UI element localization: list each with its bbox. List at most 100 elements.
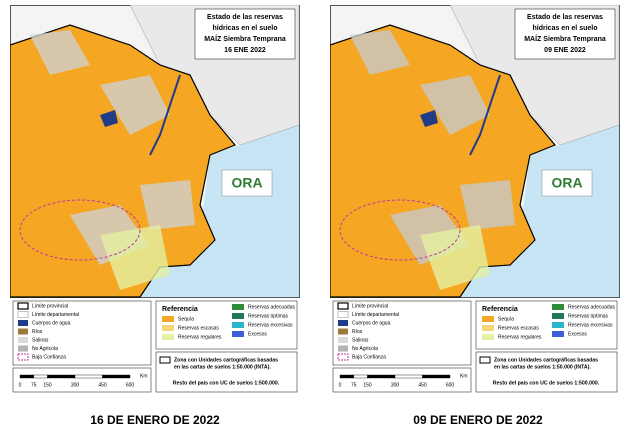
reference-swatch <box>552 331 564 337</box>
river <box>469 74 501 156</box>
legend-label: No Agrícola <box>352 346 378 352</box>
legend-swatch <box>337 353 349 361</box>
legend-swatch <box>17 353 29 361</box>
water-body <box>100 110 118 127</box>
scale-segment <box>367 374 396 379</box>
reference-box <box>155 300 298 350</box>
scale-segment <box>339 374 354 379</box>
reference-title: Referencia <box>162 306 198 313</box>
reference-swatch <box>162 316 174 322</box>
legend-swatch <box>18 337 28 343</box>
scale-label: 300 <box>391 382 400 388</box>
legend-label: Ríos <box>352 329 363 335</box>
grey-zone <box>100 75 170 135</box>
scale-segment <box>422 374 451 379</box>
map-title: hídricas en el suelo <box>213 25 278 32</box>
note-text: Resto del país con UC de suelos 1:500.00… <box>493 380 600 386</box>
legend-swatch <box>18 345 28 352</box>
low-confidence <box>19 199 141 261</box>
reference-swatch <box>162 334 174 340</box>
low-confidence <box>339 199 461 261</box>
reference-swatch <box>232 322 244 328</box>
reference-swatch <box>162 325 174 331</box>
scale-segment <box>102 374 131 379</box>
note-text: en las cartas de suelos 1:50.000 (INTA). <box>494 364 591 370</box>
scale-label: 75 <box>31 382 37 388</box>
map-title: Estado de las reservas <box>527 14 603 21</box>
grey-zone <box>30 30 90 75</box>
map-title: MAÍZ Siembra Temprana <box>524 34 606 43</box>
note-text: Resto del país con UC de suelos 1:500.00… <box>173 380 280 386</box>
captions: 16 DE ENERO DE 2022 09 DE ENERO DE 2022 <box>90 413 543 427</box>
scale-label: 150 <box>363 382 372 388</box>
legend-label: Límite departamental <box>32 312 79 318</box>
grey-zone <box>350 30 410 75</box>
legend-swatch <box>338 328 348 335</box>
reference-label: Reservas óptimas <box>568 313 609 319</box>
legend-swatch <box>17 311 29 318</box>
logo-box <box>221 169 273 197</box>
reference-swatch <box>232 304 244 310</box>
caption: 16 DE ENERO DE 2022 <box>90 413 220 427</box>
scale-label: 75 <box>351 382 357 388</box>
legend-label: Cuerpos de agua <box>352 320 391 326</box>
reference-label: Sequía <box>498 316 514 322</box>
reference-label: Reservas regulares <box>178 334 222 340</box>
scale-box <box>12 367 152 393</box>
scale-unit: Km <box>460 373 468 379</box>
scale-label: 300 <box>71 382 80 388</box>
reference-label: Excesos <box>248 331 267 337</box>
grey-zone <box>460 180 515 230</box>
low-reserve-zone <box>100 225 170 290</box>
sea <box>450 125 619 297</box>
reference-title: Referencia <box>482 306 518 313</box>
map-panel: Estado de las reservas hídricas en el sue… <box>330 5 620 393</box>
scale-segment <box>394 374 423 379</box>
reference-label: Reservas regulares <box>498 334 542 340</box>
grey-zone <box>140 180 195 230</box>
note-text: Zona con Unidades cartográficas basadas <box>174 357 278 363</box>
legend-swatch <box>18 328 28 335</box>
title-box <box>514 8 616 60</box>
legend-swatch <box>17 302 29 310</box>
reference-swatch <box>232 313 244 319</box>
scale-label: 0 <box>339 382 342 388</box>
reference-label: Reservas escasas <box>178 325 219 331</box>
reference-swatch <box>552 322 564 328</box>
reference-swatch <box>482 316 494 322</box>
reference-label: Reservas excesivas <box>568 322 613 328</box>
scale-segment <box>19 374 34 379</box>
legend-label: Baja Confianza <box>352 354 386 360</box>
reference-box <box>475 300 618 350</box>
scale-label: 450 <box>98 382 107 388</box>
legend-label: Cuerpos de agua <box>32 320 71 326</box>
reference-swatch <box>482 334 494 340</box>
sea <box>130 125 299 297</box>
scale-label: 600 <box>126 382 135 388</box>
river <box>149 74 181 156</box>
reference-label: Reservas óptimas <box>248 313 289 319</box>
note-text: Zona con Unidades cartográficas basadas <box>494 357 598 363</box>
legend-label: Límite departamental <box>352 312 399 318</box>
reference-swatch <box>482 325 494 331</box>
legend-label: No Agrícola <box>32 346 58 352</box>
scale-segment <box>74 374 103 379</box>
legend-swatch <box>338 337 348 343</box>
legend-label: Salinas <box>32 337 49 343</box>
legend-label: Baja Confianza <box>32 354 66 360</box>
note-swatch <box>479 356 491 364</box>
reference-label: Excesos <box>568 331 587 337</box>
scale-segment <box>353 374 368 379</box>
scale-box <box>332 367 472 393</box>
legend-label: Límite provincial <box>352 303 388 309</box>
legend-swatch <box>338 320 348 326</box>
scale-segment <box>33 374 48 379</box>
note-box <box>155 351 298 393</box>
reference-swatch <box>552 304 564 310</box>
argentina <box>10 24 236 298</box>
reference-swatch <box>552 313 564 319</box>
note-swatch <box>159 356 171 364</box>
reference-label: Reservas excesivas <box>248 322 293 328</box>
reference-swatch <box>232 331 244 337</box>
